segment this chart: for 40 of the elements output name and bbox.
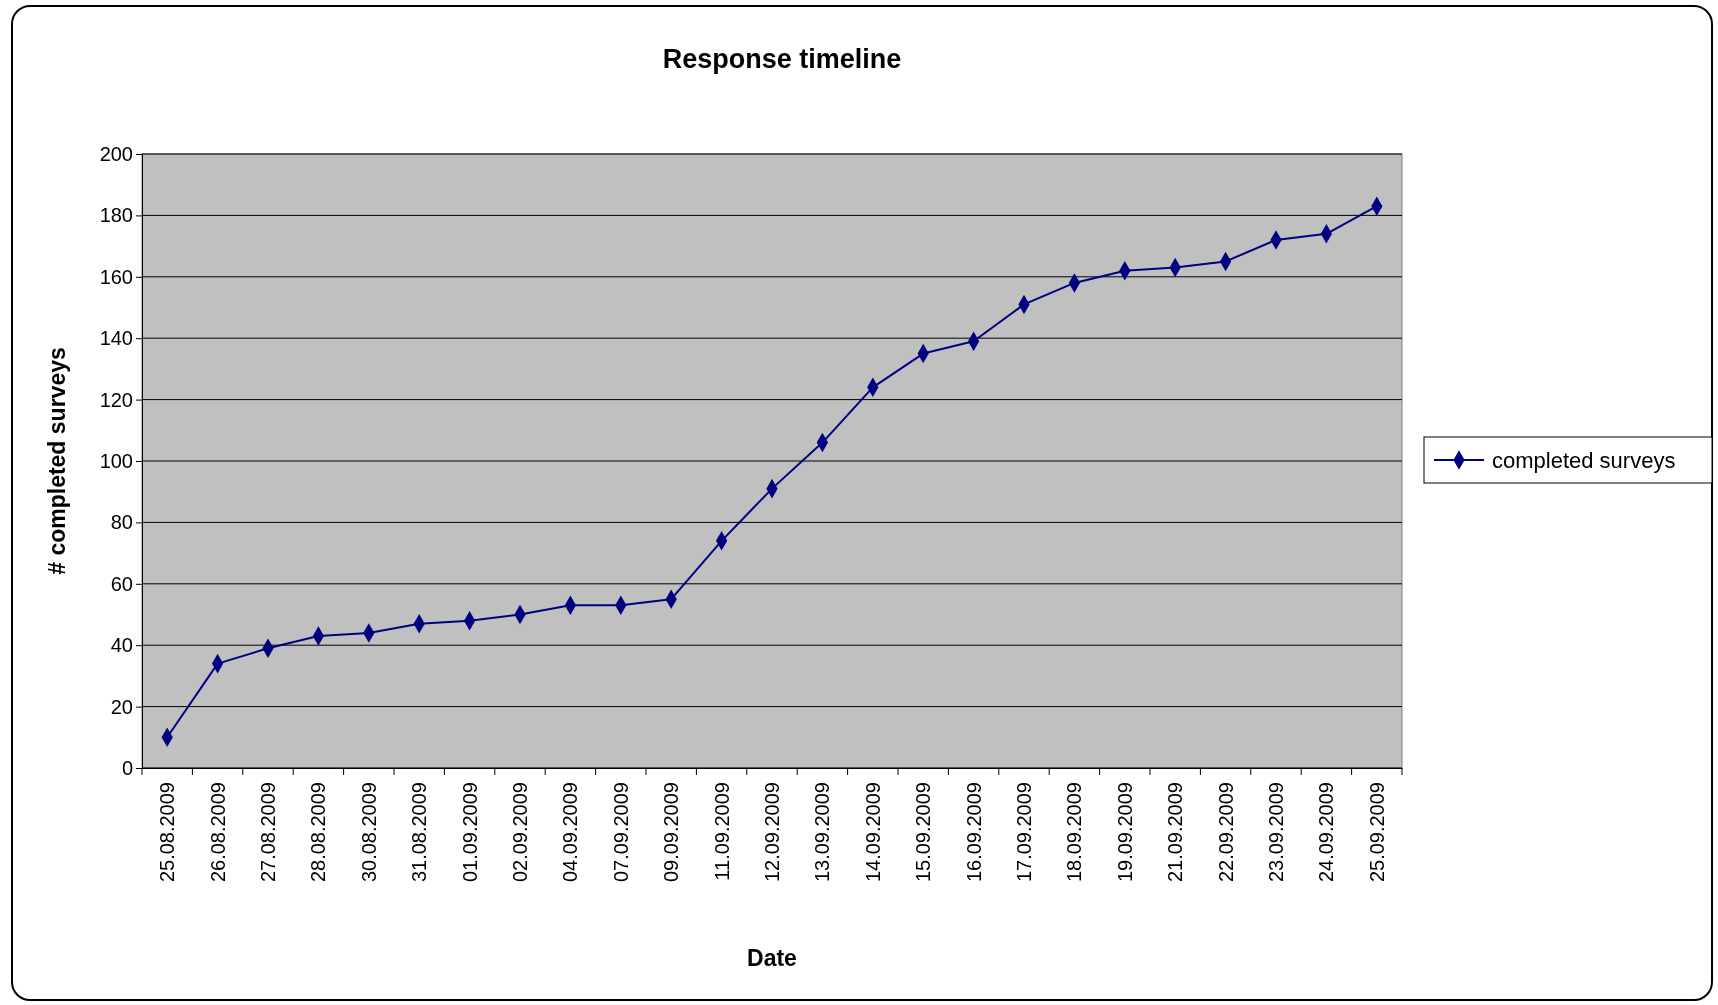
x-tick-label: 17.09.2009 (1013, 782, 1035, 883)
y-tick-label: 120 (99, 388, 133, 411)
x-tick-label: 30.08.2009 (357, 782, 380, 883)
x-tick-label: 21.09.2009 (1164, 782, 1187, 883)
x-tick-label: 02.09.2009 (509, 782, 531, 883)
x-tick-label: 22.09.2009 (1214, 782, 1237, 883)
x-tick-label: 31.08.2009 (408, 782, 431, 883)
chart-title: Response timeline (662, 44, 902, 74)
y-tick-label: 60 (110, 572, 133, 595)
x-tick-label: 19.09.2009 (1113, 782, 1136, 883)
x-tick-label: 15.09.2009 (912, 782, 935, 883)
y-axis-title: # completed surveys (44, 347, 70, 575)
x-tick-label: 18.09.2009 (1063, 782, 1086, 883)
x-tick-label: 25.09.2009 (1365, 782, 1388, 883)
y-tick-label: 160 (99, 265, 133, 288)
y-tick-label: 20 (110, 695, 133, 718)
x-tick-label: 16.09.2009 (962, 782, 985, 883)
legend-label: completed surveys (1492, 447, 1676, 473)
x-tick-label: 25.08.2009 (156, 782, 179, 883)
x-tick-label: 12.09.2009 (761, 782, 783, 883)
x-tick-label: 09.09.2009 (660, 782, 683, 883)
y-tick-label: 100 (99, 449, 133, 472)
y-tick-label: 0 (121, 756, 133, 779)
y-tick-label: 40 (110, 634, 133, 657)
x-tick-label: 26.08.2009 (206, 782, 229, 883)
x-tick-label: 07.09.2009 (609, 782, 632, 883)
x-tick-label: 23.09.2009 (1265, 782, 1287, 883)
x-tick-label: 04.09.2009 (559, 782, 582, 883)
y-tick-label: 140 (99, 327, 133, 350)
x-axis-title: Date (747, 945, 797, 971)
x-tick-label: 24.09.2009 (1315, 782, 1338, 883)
y-tick-label: 200 (99, 142, 133, 165)
x-tick-label: 27.08.2009 (257, 782, 279, 883)
x-tick-label: 13.09.2009 (811, 782, 834, 883)
y-tick-label: 80 (110, 511, 133, 534)
x-tick-label: 14.09.2009 (861, 782, 884, 883)
x-tick-label: 28.08.2009 (307, 782, 330, 883)
x-tick-label: 11.09.2009 (710, 782, 733, 881)
x-tick-label: 01.09.2009 (458, 782, 481, 883)
y-tick-label: 180 (99, 204, 133, 227)
